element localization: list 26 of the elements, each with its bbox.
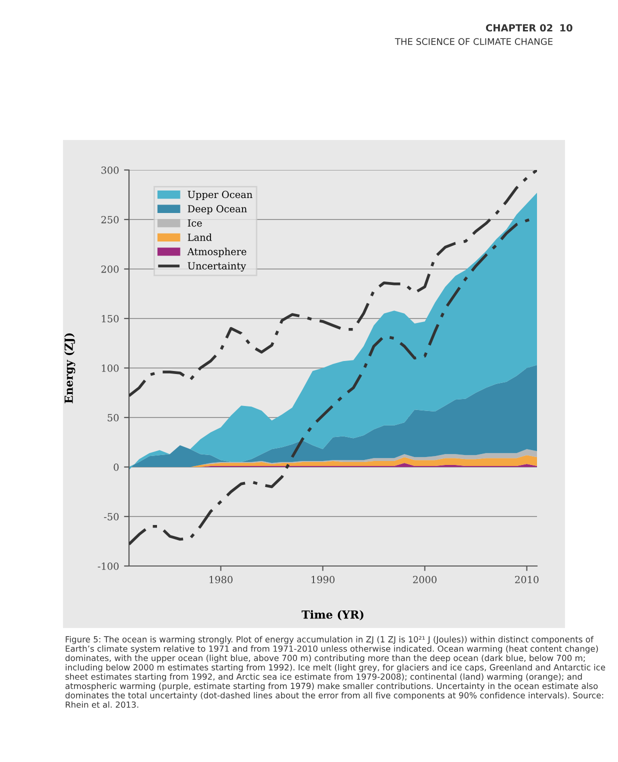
legend-label: Land: [188, 233, 212, 241]
x-tick-label: 2000: [413, 576, 437, 584]
legend-label: Ice: [188, 219, 202, 227]
y-tick-label: 100: [102, 364, 119, 372]
text: THE SCIENCE OF CLIMATE CHANGE: [394, 38, 553, 45]
line-series: [129, 170, 537, 398]
y-tick-label: 250: [101, 216, 119, 224]
x-tick-label: 1980: [210, 576, 233, 584]
y-tick-label: 200: [101, 265, 119, 273]
y-tick-label: 300: [101, 166, 119, 174]
y-tick-label: 0: [114, 463, 119, 471]
y-tick-label: -100: [98, 562, 119, 570]
text: CHAPTER 02: [486, 24, 552, 32]
y-tick-label: 150: [102, 314, 119, 322]
y-tick-label: 50: [108, 414, 119, 422]
y-tick-label: -50: [104, 512, 119, 520]
legend-label: Uncertainty: [188, 262, 246, 272]
caption: Figure 5: The ocean is warming strongly. Plot of energy accumulation in ZJ (1 ZJ is 10²¹ J (Joules)) within distinct components of Earth’s climate system relative to 1971 and from 1971-2010 unless otherwise indicated. Ocean warming (heat content change) dominates, with the upper ocean (light blue, above 700 m) contributing more than the deep ocean (dark blue, below 700 m; including below 2000 m estimates starting from 1992). Ice melt (light grey, for glaciers and ice caps, Greenland and Antarctic ice sheet estimates starting from 1992, and Arctic sea ice estimate from 1979-2008); continental (land) warming (orange); and atmospheric warming (purple, estimate starting from 1979) make smaller contributions. Uncertainty in the ocean estimate also dominates the total uncertainty (dot-dashed lines about the error from all five components at 90% confidence intervals). Source: Rhein et al. 2013.: [65, 636, 606, 708]
text: 10: [560, 24, 572, 32]
legend-label: Upper Ocean: [188, 190, 252, 200]
y-axis-title: Energy (ZJ): [64, 333, 76, 404]
x-tick-label: 2010: [515, 576, 539, 584]
legend-label: Atmosphere: [187, 248, 246, 258]
x-axis-title: Time (YR): [302, 610, 364, 620]
legend-label: Deep Ocean: [188, 205, 247, 214]
x-tick-label: 1990: [312, 576, 335, 584]
